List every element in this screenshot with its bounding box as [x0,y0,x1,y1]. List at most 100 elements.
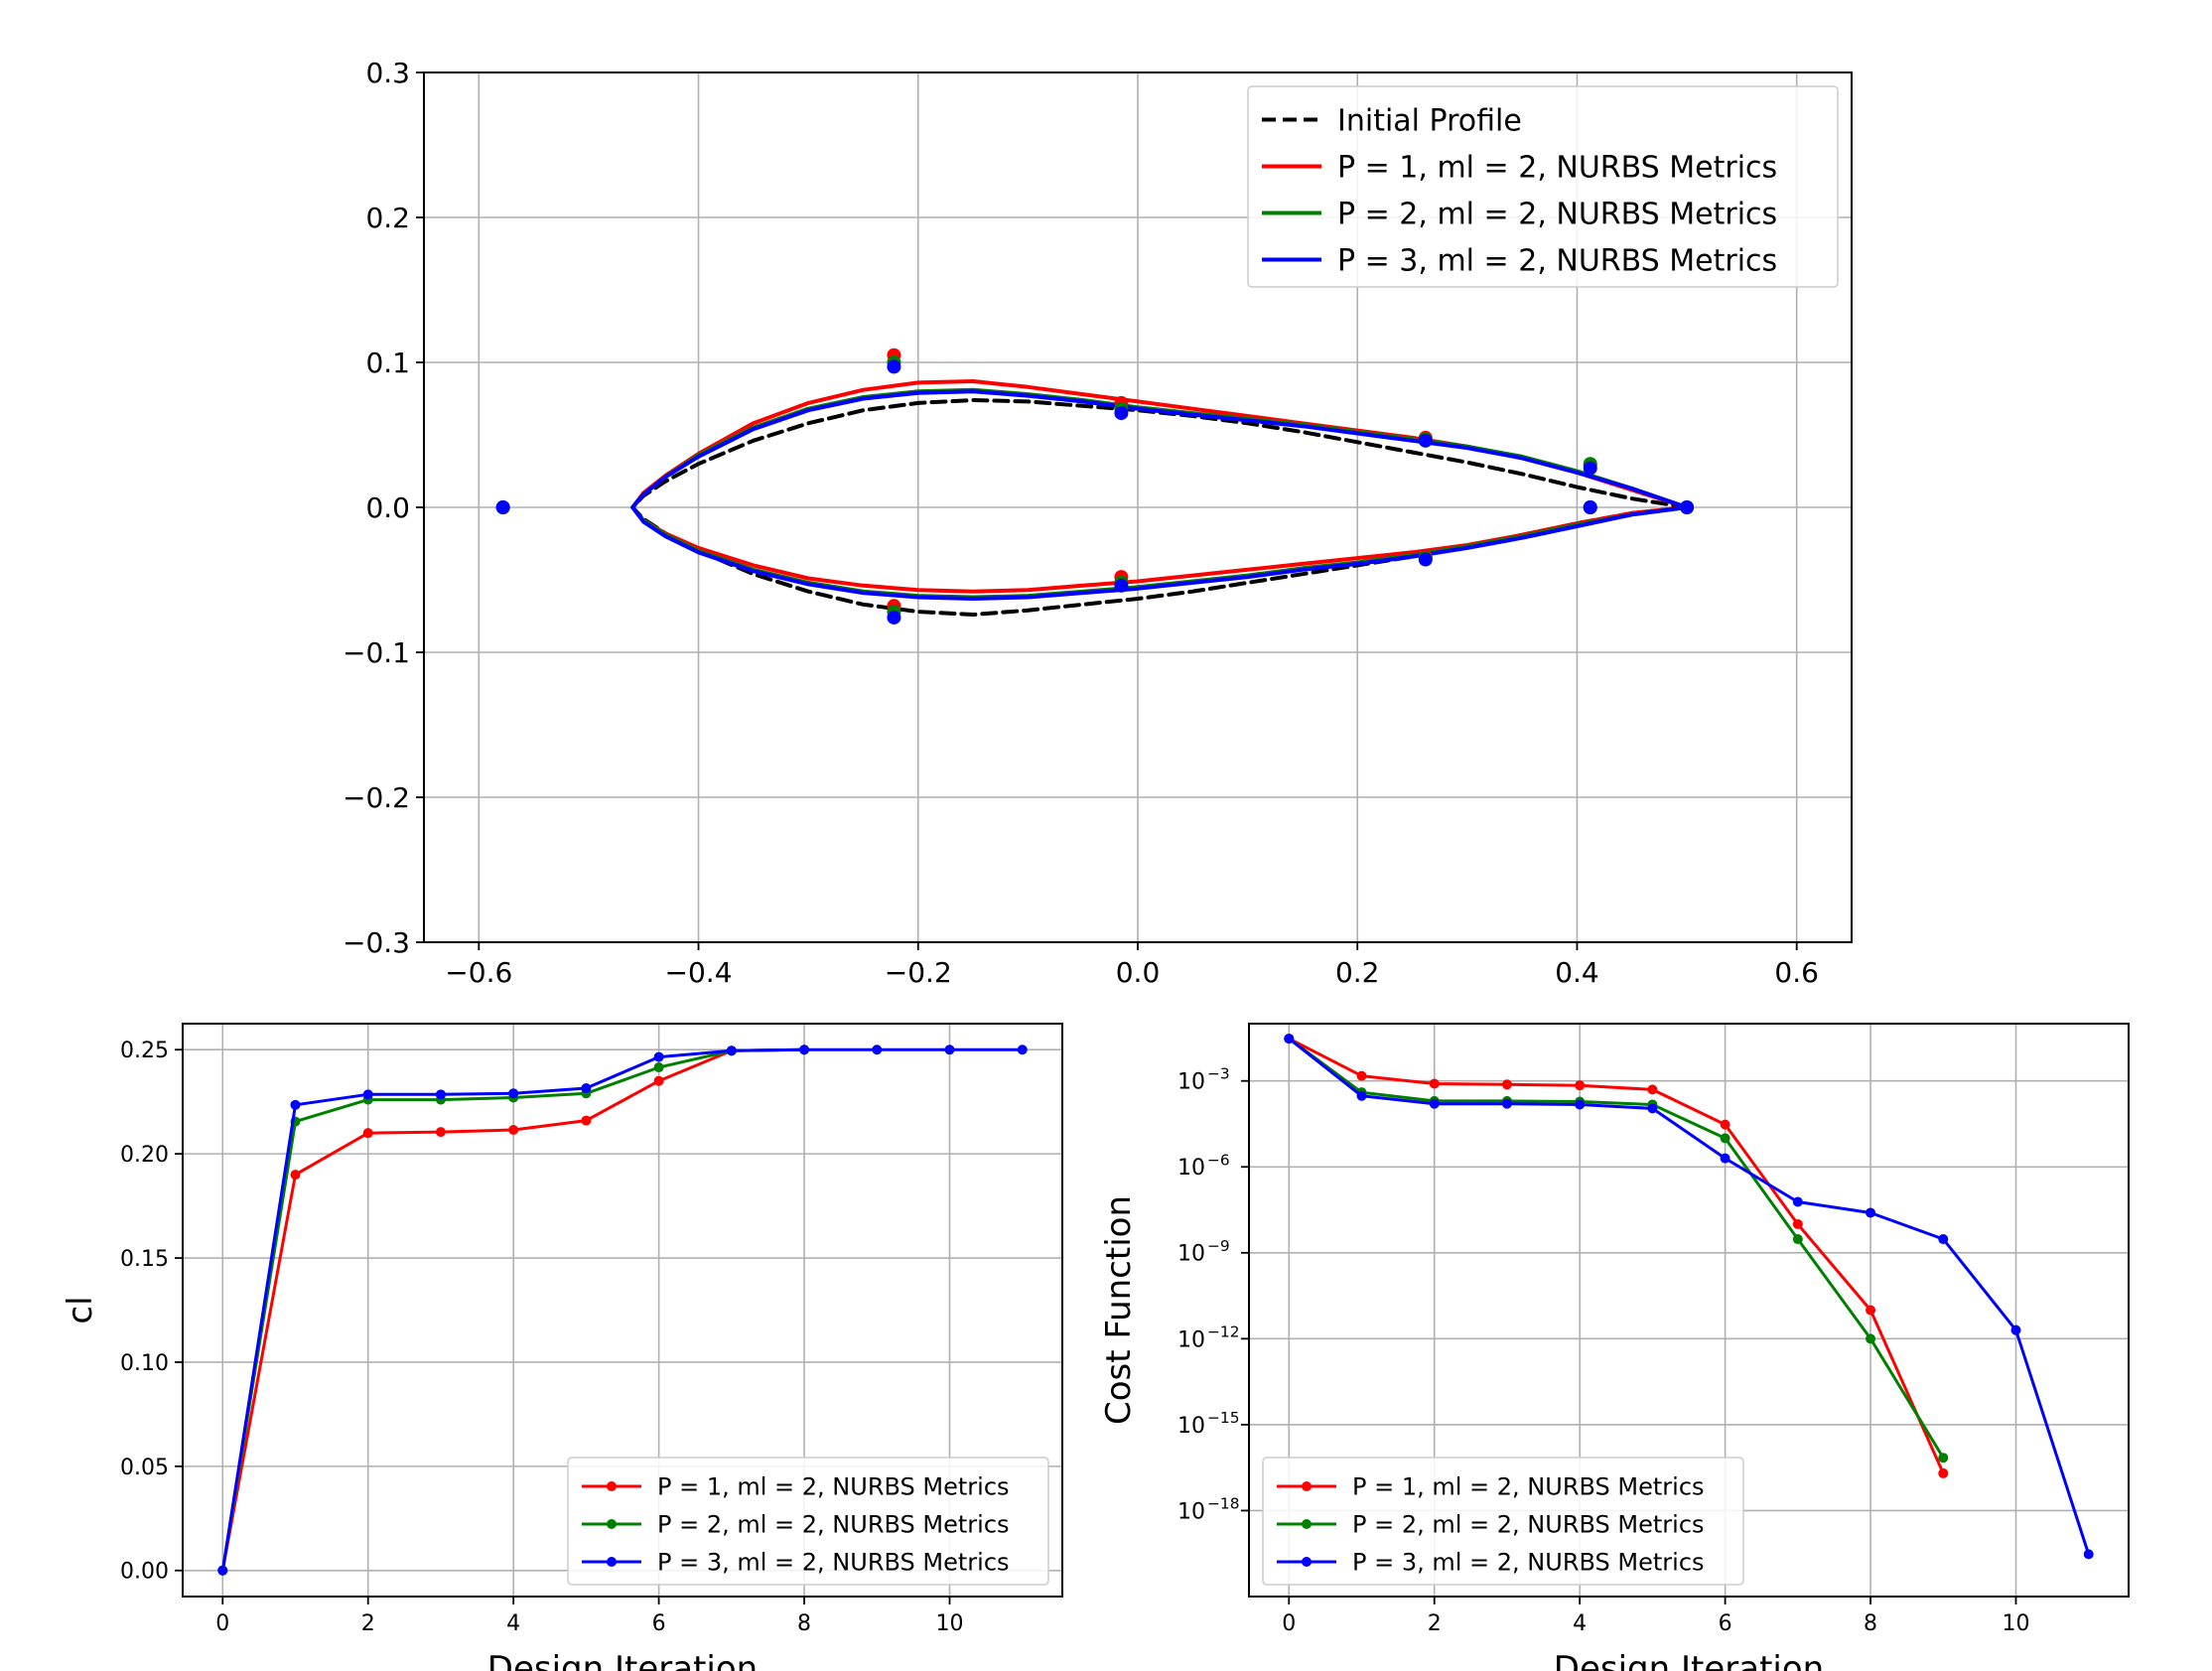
data-point-cost-2 [1866,1207,1876,1218]
legend-label: P = 1, ml = 2, NURBS Metrics [1337,150,1777,185]
x-tick-label: 2 [361,1611,375,1636]
x-tick-label: 0 [215,1611,229,1636]
data-point-cl-2 [726,1045,737,1056]
legend-airfoil [1247,85,1839,288]
control-point-2 [1418,552,1433,567]
data-point-cl-2 [653,1051,664,1062]
control-point-2 [1583,461,1597,476]
axes-frame-cl [182,1023,1063,1598]
x-tick-label: 8 [797,1611,811,1636]
legend-marker [607,1519,617,1529]
data-point-cl-0 [508,1125,519,1136]
data-point-cost-1 [1866,1333,1876,1344]
y-tick-label: 0.00 [120,1560,169,1585]
data-point-cost-2 [1792,1196,1803,1207]
data-point-cost-2 [1501,1098,1512,1109]
y-tick-label: 0.10 [120,1351,169,1376]
data-point-cost-0 [1866,1305,1876,1316]
y-tick-label: 10 [1177,1156,1205,1181]
legend-label: P = 2, ml = 2, NURBS Metrics [1352,1511,1705,1539]
data-point-cl-2 [362,1089,373,1100]
data-point-cost-0 [1720,1119,1730,1130]
y-tick-label: 10 [1177,1070,1205,1095]
data-point-cost-2 [1429,1098,1440,1109]
x-tick-label: −0.4 [665,956,733,989]
y-tick-label: 0.0 [365,491,410,524]
data-point-cl-0 [362,1128,373,1139]
data-point-cl-2 [872,1044,883,1055]
data-point-cost-0 [1429,1078,1440,1089]
x-axis-label: Design Iteration [487,1649,758,1671]
y-tick-label: 10 [1177,1414,1205,1439]
x-tick-label: −0.6 [445,956,512,989]
y-tick-label: 10 [1177,1499,1205,1524]
series-line-cost-2 [1287,1037,2091,1556]
legend-label: P = 2, ml = 2, NURBS Metrics [657,1511,1010,1539]
series-line-cost-0 [1287,1037,1945,1475]
control-point-2 [1114,578,1129,593]
y-tick-label: −0.1 [343,636,410,669]
data-point-cl-2 [1017,1044,1028,1055]
data-point-cost-1 [1938,1453,1949,1463]
legend-cost [1262,1457,1744,1586]
data-point-cl-2 [581,1083,592,1094]
data-point-cost-1 [1720,1133,1730,1144]
y-tick-exponent: −18 [1207,1494,1239,1512]
legend-marker [607,1557,617,1567]
y-tick-label: 0.3 [365,57,410,89]
y-axis-label: cl [61,1296,100,1323]
legend-marker [1302,1557,1312,1567]
y-tick-exponent: −15 [1207,1409,1239,1427]
x-tick-label: 10 [936,1611,964,1636]
legend-marker [607,1481,617,1491]
x-tick-label: 4 [506,1611,520,1636]
x-tick-label: 6 [1719,1611,1732,1636]
data-point-cost-2 [1720,1153,1730,1164]
data-point-cost-2 [1938,1234,1949,1245]
data-point-cost-0 [1792,1218,1803,1229]
data-point-cl-2 [217,1565,228,1576]
x-tick-label: −0.2 [885,956,952,989]
data-point-cost-2 [1284,1034,1295,1044]
y-tick-exponent: −3 [1207,1065,1230,1083]
legend-label: P = 3, ml = 2, NURBS Metrics [1337,243,1777,278]
data-point-cl-0 [290,1170,301,1181]
legend-label: P = 1, ml = 2, NURBS Metrics [657,1473,1010,1501]
data-point-cl-0 [653,1075,664,1086]
legend-cl [567,1457,1049,1586]
y-tick-label: 0.1 [365,347,410,379]
legend-label: P = 3, ml = 2, NURBS Metrics [1352,1549,1705,1577]
y-tick-label: −0.3 [343,926,410,959]
series-line-cost-1 [1287,1037,1945,1460]
x-tick-label: 8 [1864,1611,1877,1636]
y-tick-label: 0.2 [365,202,410,234]
control-point-2 [1583,500,1597,514]
data-point-cl-1 [653,1062,664,1073]
data-point-cost-1 [1792,1234,1803,1245]
x-tick-label: 2 [1428,1611,1442,1636]
legend-label: P = 1, ml = 2, NURBS Metrics [1352,1473,1705,1501]
x-axis-label: Design Iteration [1554,1649,1824,1671]
control-point-2 [1114,406,1129,421]
data-point-cost-2 [2010,1324,2021,1335]
data-point-cost-0 [1501,1079,1512,1090]
data-point-cl-2 [290,1099,301,1110]
y-tick-label: 0.05 [120,1456,169,1480]
x-tick-label: 0.0 [1116,956,1161,989]
data-point-cost-0 [1938,1467,1949,1478]
y-tick-label: 0.25 [120,1039,169,1063]
legend-label: P = 2, ml = 2, NURBS Metrics [1337,197,1777,231]
data-point-cost-2 [1647,1103,1658,1114]
legend-label: Initial Profile [1337,103,1522,138]
data-point-cost-0 [1575,1080,1586,1091]
legend-label: P = 3, ml = 2, NURBS Metrics [657,1549,1010,1577]
data-point-cl-2 [508,1088,519,1099]
data-point-cost-0 [1356,1070,1367,1081]
data-point-cl-2 [799,1044,810,1055]
y-tick-exponent: −6 [1207,1151,1230,1169]
y-tick-label: 0.15 [120,1247,169,1272]
y-axis-label: Cost Function [1099,1195,1139,1425]
data-point-cl-0 [435,1127,446,1138]
x-tick-label: 6 [652,1611,666,1636]
